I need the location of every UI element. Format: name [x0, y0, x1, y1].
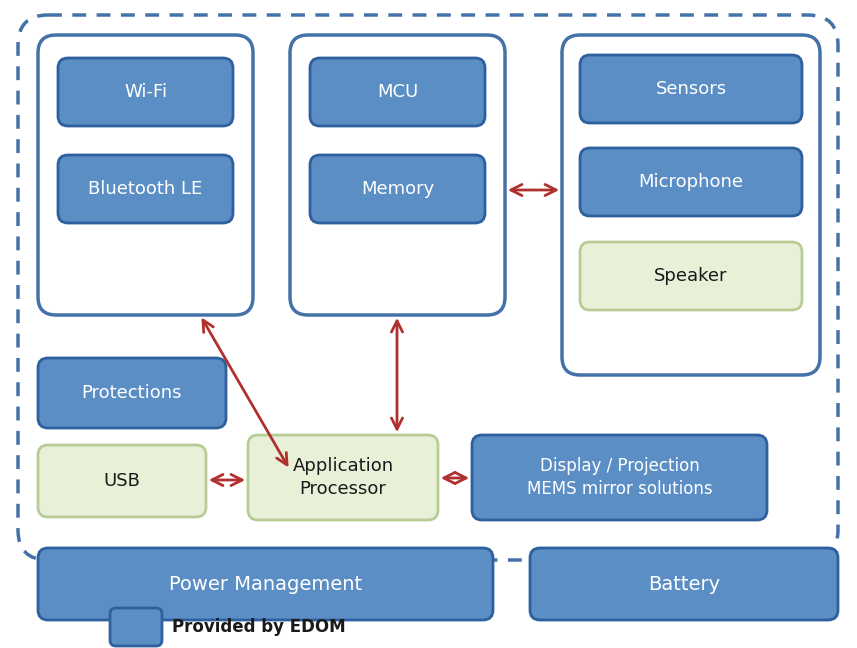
Text: Sensors: Sensors [656, 80, 727, 98]
FancyBboxPatch shape [38, 445, 206, 517]
FancyBboxPatch shape [290, 35, 505, 315]
FancyBboxPatch shape [110, 608, 162, 646]
FancyBboxPatch shape [580, 148, 802, 216]
Text: Speaker: Speaker [654, 267, 728, 285]
FancyBboxPatch shape [58, 155, 233, 223]
FancyBboxPatch shape [472, 435, 767, 520]
FancyBboxPatch shape [562, 35, 820, 375]
Text: MCU: MCU [377, 83, 418, 101]
Text: Bluetooth LE: Bluetooth LE [88, 180, 202, 198]
FancyBboxPatch shape [580, 55, 802, 123]
Text: Provided by EDOM: Provided by EDOM [172, 618, 345, 636]
FancyBboxPatch shape [38, 548, 493, 620]
FancyBboxPatch shape [38, 358, 226, 428]
Text: Memory: Memory [361, 180, 434, 198]
Text: Battery: Battery [648, 575, 720, 594]
Text: Display / Projection
MEMS mirror solutions: Display / Projection MEMS mirror solutio… [527, 457, 712, 498]
Text: Power Management: Power Management [169, 575, 362, 594]
FancyBboxPatch shape [38, 35, 253, 315]
Text: USB: USB [104, 472, 141, 490]
FancyBboxPatch shape [248, 435, 438, 520]
FancyBboxPatch shape [58, 58, 233, 126]
Text: Microphone: Microphone [638, 173, 744, 191]
FancyBboxPatch shape [580, 242, 802, 310]
Text: Application
Processor: Application Processor [292, 457, 393, 498]
FancyBboxPatch shape [18, 15, 838, 560]
FancyBboxPatch shape [310, 58, 485, 126]
FancyBboxPatch shape [310, 155, 485, 223]
FancyBboxPatch shape [530, 548, 838, 620]
Text: Wi-Fi: Wi-Fi [124, 83, 167, 101]
Text: Protections: Protections [81, 384, 183, 402]
